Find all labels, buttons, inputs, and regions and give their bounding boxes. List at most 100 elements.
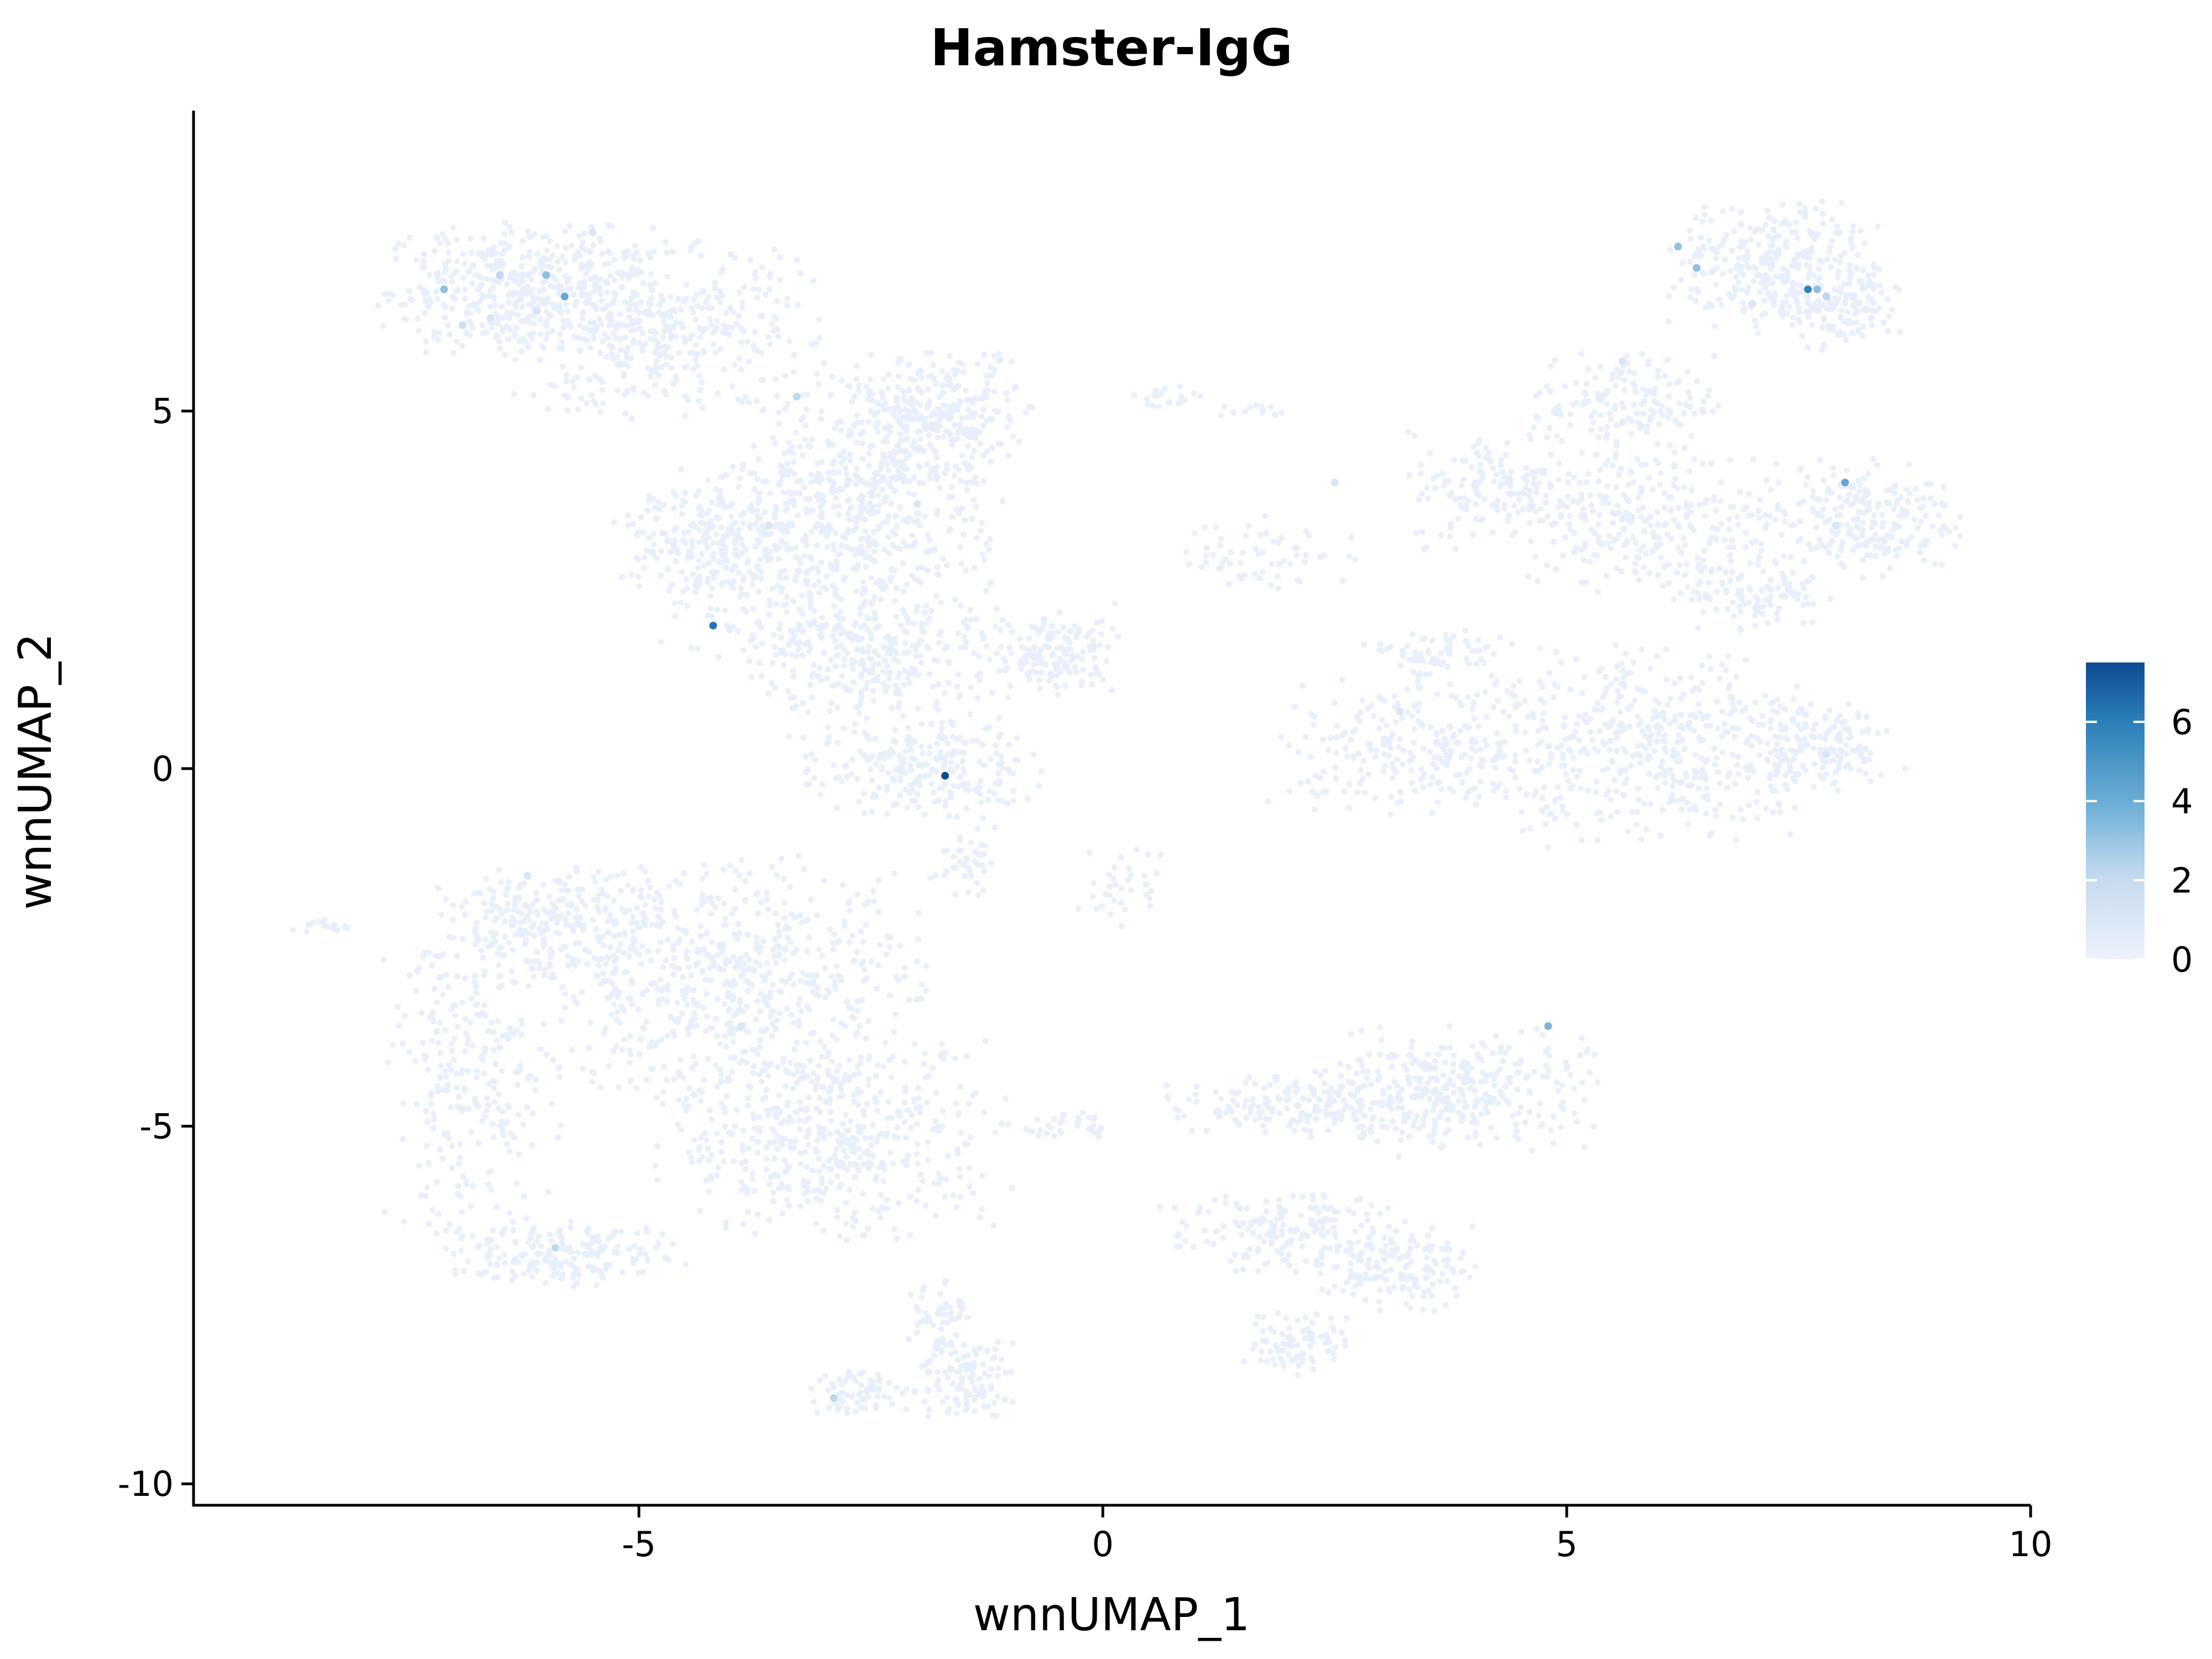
cell-point: [1399, 761, 1406, 768]
cell-point: [1399, 714, 1406, 721]
cell-point: [926, 645, 932, 652]
cell-point: [995, 797, 1001, 804]
cell-point: [1827, 243, 1834, 250]
cell-point: [1319, 737, 1326, 743]
cell-point: [1408, 780, 1415, 786]
cell-point: [1311, 713, 1318, 720]
cell-point: [434, 296, 441, 302]
cell-point: [641, 554, 648, 561]
cell-point: [1646, 726, 1652, 732]
cell-point: [735, 312, 742, 319]
cell-point: [860, 791, 867, 797]
cell-point: [1911, 516, 1918, 523]
cell-point: [781, 450, 787, 457]
cell-point: [1712, 323, 1718, 330]
cell-point: [673, 373, 679, 379]
cell-point: [1457, 727, 1464, 734]
cell-point: [799, 610, 806, 617]
cell-point: [646, 535, 652, 541]
cell-point: [607, 273, 613, 279]
cell-point: [767, 490, 774, 497]
cell-point: [800, 537, 806, 544]
cell-point: [1687, 522, 1693, 529]
cell-point: [1792, 218, 1799, 225]
cell-point: [507, 243, 513, 250]
cell-point: [1672, 680, 1678, 687]
cell-point: [630, 385, 637, 392]
cell-point: [635, 573, 641, 580]
cell-point: [1666, 393, 1672, 400]
cell-point: [1512, 752, 1519, 759]
cell-point: [1837, 494, 1843, 501]
cell-point: [851, 622, 858, 628]
cell-point: [946, 352, 953, 359]
cell-point: [890, 411, 897, 418]
cell-point: [919, 623, 926, 630]
cell-point: [653, 358, 660, 364]
cell-point: [1769, 280, 1776, 286]
cell-point: [1086, 849, 1093, 855]
cell-point: [1681, 691, 1687, 698]
cell-point: [986, 546, 992, 553]
cell-point: [961, 517, 968, 524]
cell-point: [1790, 570, 1796, 576]
cell-point: [555, 258, 561, 265]
cell-point: [1608, 681, 1615, 687]
cell-point: [1672, 449, 1678, 456]
cell-point: [943, 461, 950, 468]
cell-point: [1731, 781, 1738, 787]
cell-point: [1093, 905, 1100, 912]
cell-point: [1488, 672, 1495, 679]
cell-point: [1111, 897, 1117, 904]
cell-point: [786, 338, 793, 345]
cell-point: [819, 614, 826, 621]
cell-point: [883, 434, 890, 441]
cell-point: [1005, 622, 1012, 628]
cell-point: [1596, 539, 1603, 545]
cell-point: [862, 598, 869, 605]
cell-point: [1642, 518, 1649, 524]
cell-point: [1467, 755, 1474, 761]
cell-point: [1611, 777, 1618, 784]
cell-point: [1427, 671, 1433, 677]
cell-point: [1554, 784, 1561, 791]
cell-point: [916, 444, 922, 450]
cell-point: [1286, 742, 1292, 749]
cell-point: [1802, 210, 1809, 217]
cell-point: [1614, 687, 1621, 694]
cell-point: [1490, 787, 1496, 794]
cell-point: [785, 733, 792, 739]
cell-point: [886, 636, 893, 643]
cell-point: [1406, 472, 1413, 478]
cell-point: [1778, 531, 1785, 538]
cell-point: [1695, 565, 1702, 571]
cell-point: [979, 630, 985, 637]
cell-point: [1492, 764, 1498, 771]
cell-point: [1415, 678, 1421, 685]
cell-point: [844, 687, 851, 693]
cell-point: [1429, 774, 1436, 781]
cell-point: [769, 321, 775, 327]
cell-point: [1376, 647, 1383, 654]
cell-point: [959, 452, 966, 459]
cell-point: [1665, 415, 1672, 421]
cell-point: [853, 375, 860, 382]
cell-point: [1752, 593, 1759, 600]
cell-point: [1639, 351, 1645, 357]
cell-point: [1700, 398, 1707, 405]
cell-point: [505, 291, 512, 298]
cell-point: [1738, 209, 1744, 216]
cell-point: [949, 493, 956, 500]
cell-point: [423, 349, 430, 356]
cell-point: [847, 457, 854, 464]
cell-point: [1857, 482, 1863, 488]
cell-point: [1695, 590, 1702, 597]
cell-point: [1080, 666, 1087, 673]
cell-point: [1810, 488, 1817, 494]
cell-point: [808, 565, 815, 571]
cell-point: [1546, 761, 1552, 767]
cell-point: [907, 543, 914, 550]
cell-point: [1014, 735, 1020, 742]
cell-point: [1541, 784, 1548, 790]
cell-point: [534, 251, 541, 257]
